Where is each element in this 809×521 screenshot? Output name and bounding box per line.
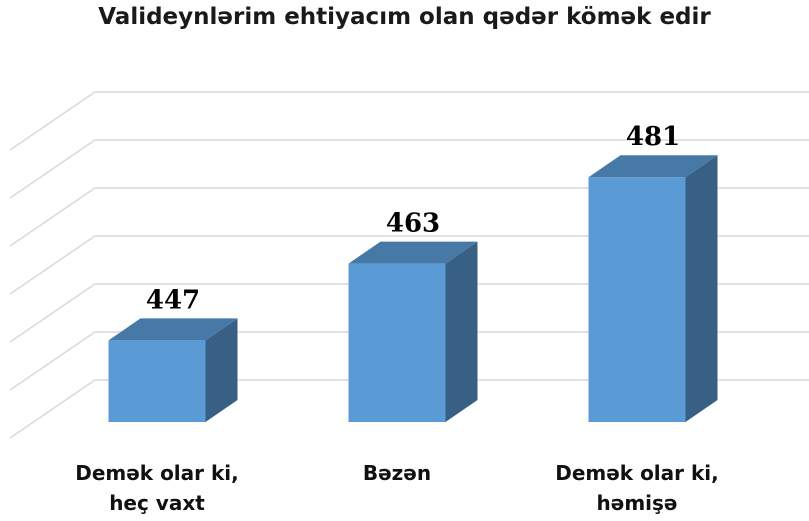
grid-line bbox=[9, 331, 809, 391]
x-tick-label: Bəzən bbox=[362, 461, 432, 485]
bar-side bbox=[685, 155, 718, 422]
grid-line bbox=[9, 283, 809, 343]
bar-top bbox=[348, 241, 478, 264]
bar-front bbox=[108, 340, 206, 422]
x-tick-label: Demək olar ki, həmişə bbox=[555, 461, 719, 515]
grid-line bbox=[9, 139, 809, 199]
x-tick-label: Demək olar ki, heç vaxt bbox=[75, 461, 239, 515]
bar-top bbox=[588, 155, 718, 178]
data-label: 481 bbox=[626, 122, 680, 152]
bar-front bbox=[588, 177, 686, 422]
data-label: 463 bbox=[386, 209, 440, 239]
data-label: 447 bbox=[146, 285, 200, 315]
grid-line bbox=[9, 235, 809, 295]
grid-line bbox=[9, 187, 809, 247]
bar-side bbox=[445, 241, 478, 422]
bar bbox=[348, 241, 478, 422]
chart-title: Valideynlərim ehtiyacım olan qədər kömək… bbox=[98, 4, 711, 30]
grid-line bbox=[9, 91, 809, 151]
bar-top bbox=[108, 318, 238, 341]
bar bbox=[588, 155, 718, 422]
bar-side bbox=[205, 318, 238, 422]
bar-front bbox=[348, 263, 446, 422]
bar bbox=[108, 318, 238, 422]
grid-line bbox=[9, 379, 809, 439]
